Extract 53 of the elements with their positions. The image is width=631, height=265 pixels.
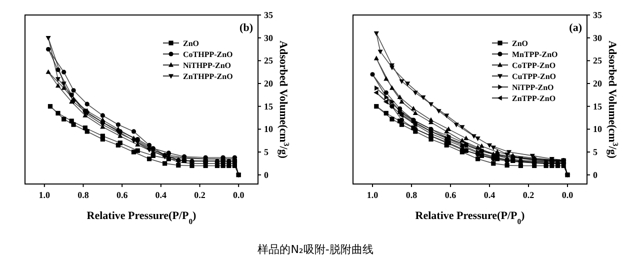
y-tick-label: 15 [593, 101, 602, 112]
y-tick-label: 5 [264, 147, 269, 158]
x-tick-label: 0.4 [484, 190, 496, 200]
text: (a) [569, 22, 582, 34]
legend-label: ZnTPP-ZnO [512, 94, 556, 103]
legend-item: NiTHPP-ZnO [162, 61, 232, 70]
x-tick-label: 0.0 [232, 190, 245, 200]
x-tick-label: 1.0 [38, 190, 51, 200]
legend-item: ZnTHPP-ZnO [162, 72, 233, 81]
legend-item: MnTPP-ZnO [492, 50, 558, 59]
x-tick-label: 0.4 [155, 190, 168, 200]
legend-label: ZnTHPP-ZnO [183, 72, 233, 81]
y-tick-label: 0 [593, 170, 598, 180]
y-tick-label: 25 [593, 56, 602, 66]
legend-item: CoTHPP-ZnO [162, 50, 233, 59]
x-tick-label: 0.2 [522, 190, 535, 200]
y-tick-label: 5 [593, 147, 598, 158]
legend-item: CoTPP-ZnO [492, 61, 556, 70]
y-tick-label: 30 [264, 32, 274, 43]
legend-label: MnTPP-ZnO [512, 50, 558, 59]
legend-label: CoTPP-ZnO [512, 61, 556, 70]
y-tick-label: 10 [264, 124, 274, 134]
x-tick-label: 0.6 [116, 190, 128, 200]
y-tick-label: 20 [593, 78, 602, 89]
y-tick-label: 25 [264, 56, 274, 66]
x-axis-title: Relative Pressure(P/P$_{0}$) [86, 210, 197, 226]
legend-label: ZnO [512, 39, 528, 48]
legend-label: CoTHPP-ZnO [183, 50, 233, 59]
x-tick-label: 1.0 [366, 190, 379, 200]
legend-label: ZnO [183, 39, 200, 48]
legend-label: NiTPP-ZnO [512, 83, 554, 92]
text: 样品的N₂吸附-脱附曲线 [258, 243, 374, 256]
y-tick-label: 30 [593, 32, 602, 43]
x-tick-label: 0.8 [406, 190, 418, 200]
text: (b) [240, 22, 254, 34]
y-tick-label: 35 [264, 10, 274, 20]
legend-item: NiTPP-ZnO [492, 83, 554, 92]
legend-label: NiTHPP-ZnO [183, 61, 232, 70]
x-axis-title: Relative Pressure(P/P$_{0}$) [415, 210, 526, 226]
legend-item: ZnO [162, 39, 200, 48]
y-tick-label: 10 [593, 124, 602, 134]
x-tick-label: 0.8 [78, 190, 90, 200]
y-tick-label: 15 [264, 101, 274, 112]
y-tick-label: 0 [264, 170, 269, 180]
legend-item: ZnO [492, 39, 528, 48]
x-tick-label: 0.0 [562, 190, 574, 200]
legend-item: CuTPP-ZnO [492, 72, 556, 81]
legend-item: ZnTPP-ZnO [492, 94, 556, 103]
y-tick-label: 20 [264, 78, 274, 89]
legend-label: CuTPP-ZnO [512, 72, 556, 81]
y-tick-label: 35 [593, 10, 602, 20]
x-tick-label: 0.2 [194, 190, 206, 200]
x-tick-label: 0.6 [444, 190, 457, 200]
